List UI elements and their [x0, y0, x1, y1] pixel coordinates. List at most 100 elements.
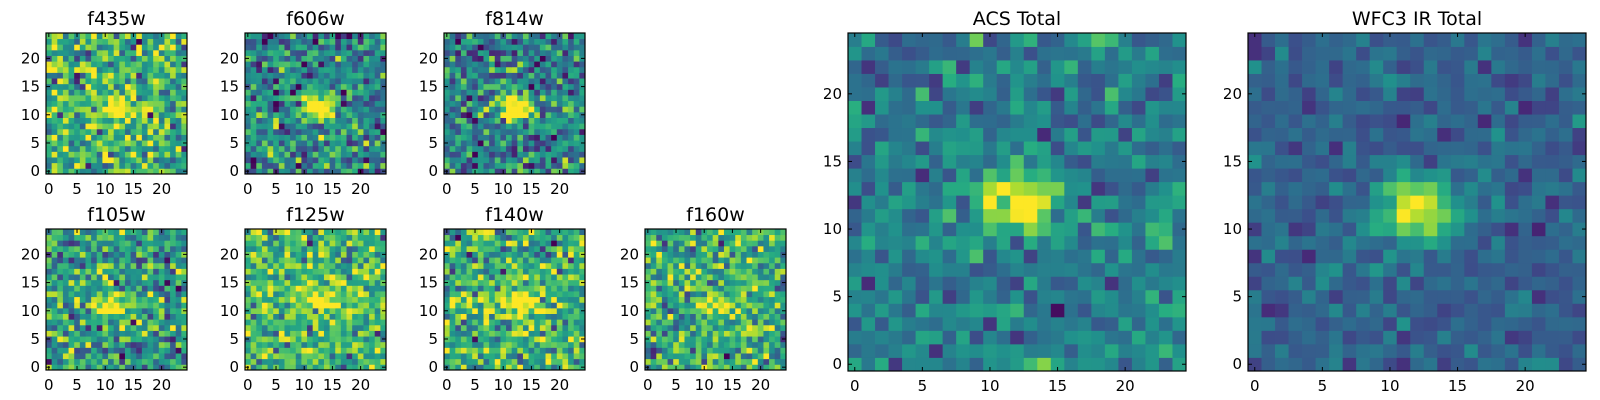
heatmap-cell	[472, 341, 479, 348]
heatmap-cell	[290, 78, 297, 85]
heatmap-cell	[318, 251, 325, 258]
heatmap-cell	[102, 302, 109, 309]
heatmap-cell	[712, 330, 719, 337]
heatmap-cell	[85, 358, 92, 365]
heatmap-cell	[267, 257, 274, 264]
heatmap-cell	[284, 38, 291, 45]
heatmap-cell	[130, 358, 137, 365]
heatmap-cell	[245, 162, 252, 169]
heatmap-cell	[472, 151, 479, 158]
heatmap-cell	[449, 106, 456, 113]
heatmap-cell	[323, 33, 330, 40]
heatmap-cell	[301, 151, 308, 158]
heatmap-cell	[673, 358, 680, 365]
heatmap-cell	[158, 145, 165, 152]
heatmap-cell	[522, 234, 529, 241]
heatmap-cell	[57, 285, 64, 292]
x-tick-label: 0	[44, 376, 54, 394]
heatmap-cell	[312, 347, 319, 354]
heatmap-cell	[96, 341, 103, 348]
heatmap-cell	[757, 347, 764, 354]
heatmap-cell	[695, 364, 702, 371]
heatmap-cell	[363, 262, 370, 269]
heatmap-cell	[57, 364, 64, 371]
heatmap-cell	[472, 49, 479, 56]
heatmap-cell	[752, 324, 759, 331]
heatmap-cell	[363, 229, 370, 236]
heatmap-cell	[774, 268, 781, 275]
heatmap-cell	[506, 285, 513, 292]
heatmap-cell	[363, 134, 370, 141]
heatmap-cell	[1077, 208, 1092, 223]
heatmap-cells	[46, 229, 188, 371]
heatmap-cell	[164, 274, 171, 281]
heatmap-cell	[718, 245, 725, 252]
heatmap-cell	[684, 313, 691, 320]
heatmap-cell	[74, 358, 81, 365]
heatmap-cell	[1118, 357, 1133, 372]
heatmap-cell	[1064, 357, 1079, 372]
heatmap-cell	[335, 324, 342, 331]
heatmap-cell	[62, 291, 69, 298]
heatmap-cell	[267, 72, 274, 79]
heatmap-cell	[511, 341, 518, 348]
heatmap-cell	[113, 100, 120, 107]
heatmap-cell	[245, 324, 252, 331]
heatmap-cell	[147, 123, 154, 130]
heatmap-cell	[752, 279, 759, 286]
heatmap-cell	[312, 330, 319, 337]
heatmap-cell	[522, 302, 529, 309]
heatmap-cell	[1118, 195, 1133, 210]
heatmap-cell	[91, 257, 98, 264]
heatmap-cell	[363, 168, 370, 175]
heatmap-cell	[528, 302, 535, 309]
heatmap-cell	[763, 341, 770, 348]
heatmap-cell	[1118, 343, 1133, 358]
heatmap-cell	[96, 140, 103, 147]
heatmap-cell	[357, 55, 364, 62]
heatmap-cell	[170, 134, 177, 141]
heatmap-cell	[539, 353, 546, 360]
heatmap-cell	[352, 106, 359, 113]
heatmap-cell	[68, 234, 75, 241]
heatmap-cell	[68, 347, 75, 354]
heatmap-cell	[545, 106, 552, 113]
heatmap-cell	[511, 358, 518, 365]
heatmap-cell	[551, 279, 558, 286]
heatmap-cell	[522, 245, 529, 252]
heatmap-cell	[147, 330, 154, 337]
heatmap-cell	[290, 83, 297, 90]
heatmap-cell	[307, 279, 314, 286]
heatmap-cell	[500, 151, 507, 158]
heatmap-cell	[506, 111, 513, 118]
heatmap-cell	[108, 66, 115, 73]
heatmap-cell	[130, 262, 137, 269]
heatmap-cell	[579, 341, 586, 348]
x-tick-label: 15	[323, 376, 342, 394]
heatmap-cell	[645, 330, 652, 337]
heatmap-cell	[175, 319, 182, 326]
heatmap-cell	[489, 262, 496, 269]
heatmap-cell	[79, 251, 86, 258]
heatmap-cell	[673, 268, 680, 275]
heatmap-cell	[701, 302, 708, 309]
heatmap-cell	[340, 83, 347, 90]
heatmap-cell	[740, 330, 747, 337]
heatmap-cell	[119, 307, 126, 314]
heatmap-cell	[661, 307, 668, 314]
heatmap-cell	[295, 134, 302, 141]
heatmap-cell	[108, 151, 115, 158]
heatmap-cell	[1172, 195, 1187, 210]
heatmap-cell	[449, 72, 456, 79]
heatmap-cell	[357, 44, 364, 51]
heatmap-cell	[329, 319, 336, 326]
heatmap-cell	[261, 296, 268, 303]
heatmap-cell	[1091, 262, 1106, 277]
heatmap-cell	[1010, 330, 1025, 345]
panel-title: f160w	[686, 204, 745, 226]
heatmap-cell	[329, 347, 336, 354]
heatmap-cell	[85, 341, 92, 348]
heatmap-cell	[181, 145, 188, 152]
heatmap-cell	[723, 358, 730, 365]
heatmap-cell	[556, 140, 563, 147]
